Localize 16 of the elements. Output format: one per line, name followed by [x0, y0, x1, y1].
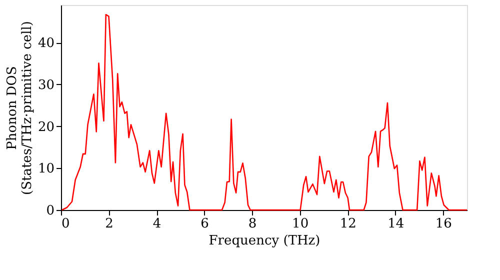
x-tick-label: 16 — [435, 216, 452, 232]
x-tick-label: 10 — [292, 216, 309, 232]
x-axis-title: Frequency (THz) — [208, 234, 320, 248]
y-tick-label: 30 — [38, 78, 54, 93]
x-tick-label: 0 — [62, 216, 70, 232]
x-tick-label: 2 — [105, 216, 114, 232]
x-tick-label: 6 — [200, 216, 209, 232]
x-tick-label: 8 — [248, 216, 257, 232]
y-tick-label: 0 — [46, 204, 54, 218]
y-tick-label: 20 — [38, 120, 54, 135]
y-tick-label: 10 — [38, 162, 54, 177]
x-tick-label: 4 — [152, 216, 162, 232]
y-tick-label: 40 — [38, 36, 54, 52]
x-tick-label: 12 — [340, 216, 356, 232]
x-tick-label: 14 — [388, 216, 404, 232]
y-axis-title: Phonon DOS (States/THz·primitive cell) — [4, 20, 35, 196]
